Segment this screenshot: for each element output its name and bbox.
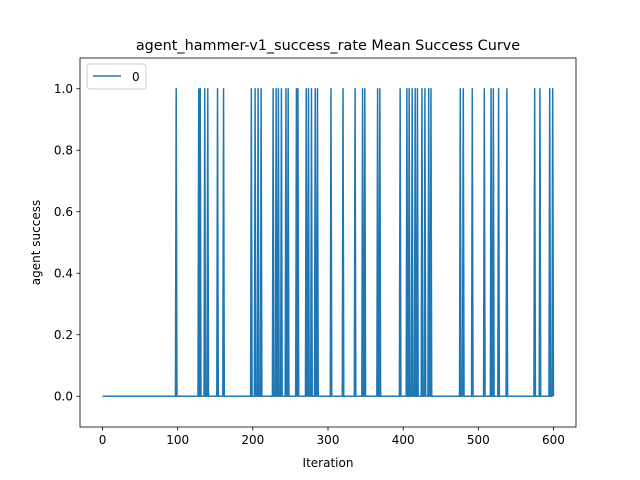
y-tick-label: 0.2: [54, 328, 73, 342]
x-tick-label: 600: [542, 433, 565, 447]
x-tick-label: 400: [392, 433, 415, 447]
chart-title: agent_hammer-v1_success_rate Mean Succes…: [136, 38, 520, 54]
x-tick-label: 300: [317, 433, 340, 447]
x-tick-label: 500: [467, 433, 490, 447]
legend: 0: [86, 63, 147, 90]
y-tick-label: 0.6: [54, 205, 73, 219]
x-tick-label: 100: [166, 433, 189, 447]
series-layer: [102, 88, 555, 397]
legend-label: 0: [132, 70, 140, 84]
y-axis-label: agent success: [29, 200, 43, 285]
axes-frame: [79, 57, 577, 428]
y-tick-label: 0.8: [54, 144, 73, 158]
plot-area: 0 100 200 300 400 500 600 0.0 0.2 0.4 0.6 0.8 1.0: [54, 57, 577, 447]
x-tick-label: 200: [241, 433, 264, 447]
x-tick-label: 0: [99, 433, 107, 447]
x-axis-label: Iteration: [303, 456, 354, 470]
y-tick-label: 1.0: [54, 82, 73, 96]
axes-background: [80, 58, 576, 427]
series-line-0: [102, 88, 555, 397]
tick-layer: 0 100 200 300 400 500 600 0.0 0.2 0.4 0.6 0.8 1.0: [54, 82, 565, 447]
y-tick-label: 0.4: [54, 267, 73, 281]
y-tick-label: 0.0: [54, 390, 73, 404]
